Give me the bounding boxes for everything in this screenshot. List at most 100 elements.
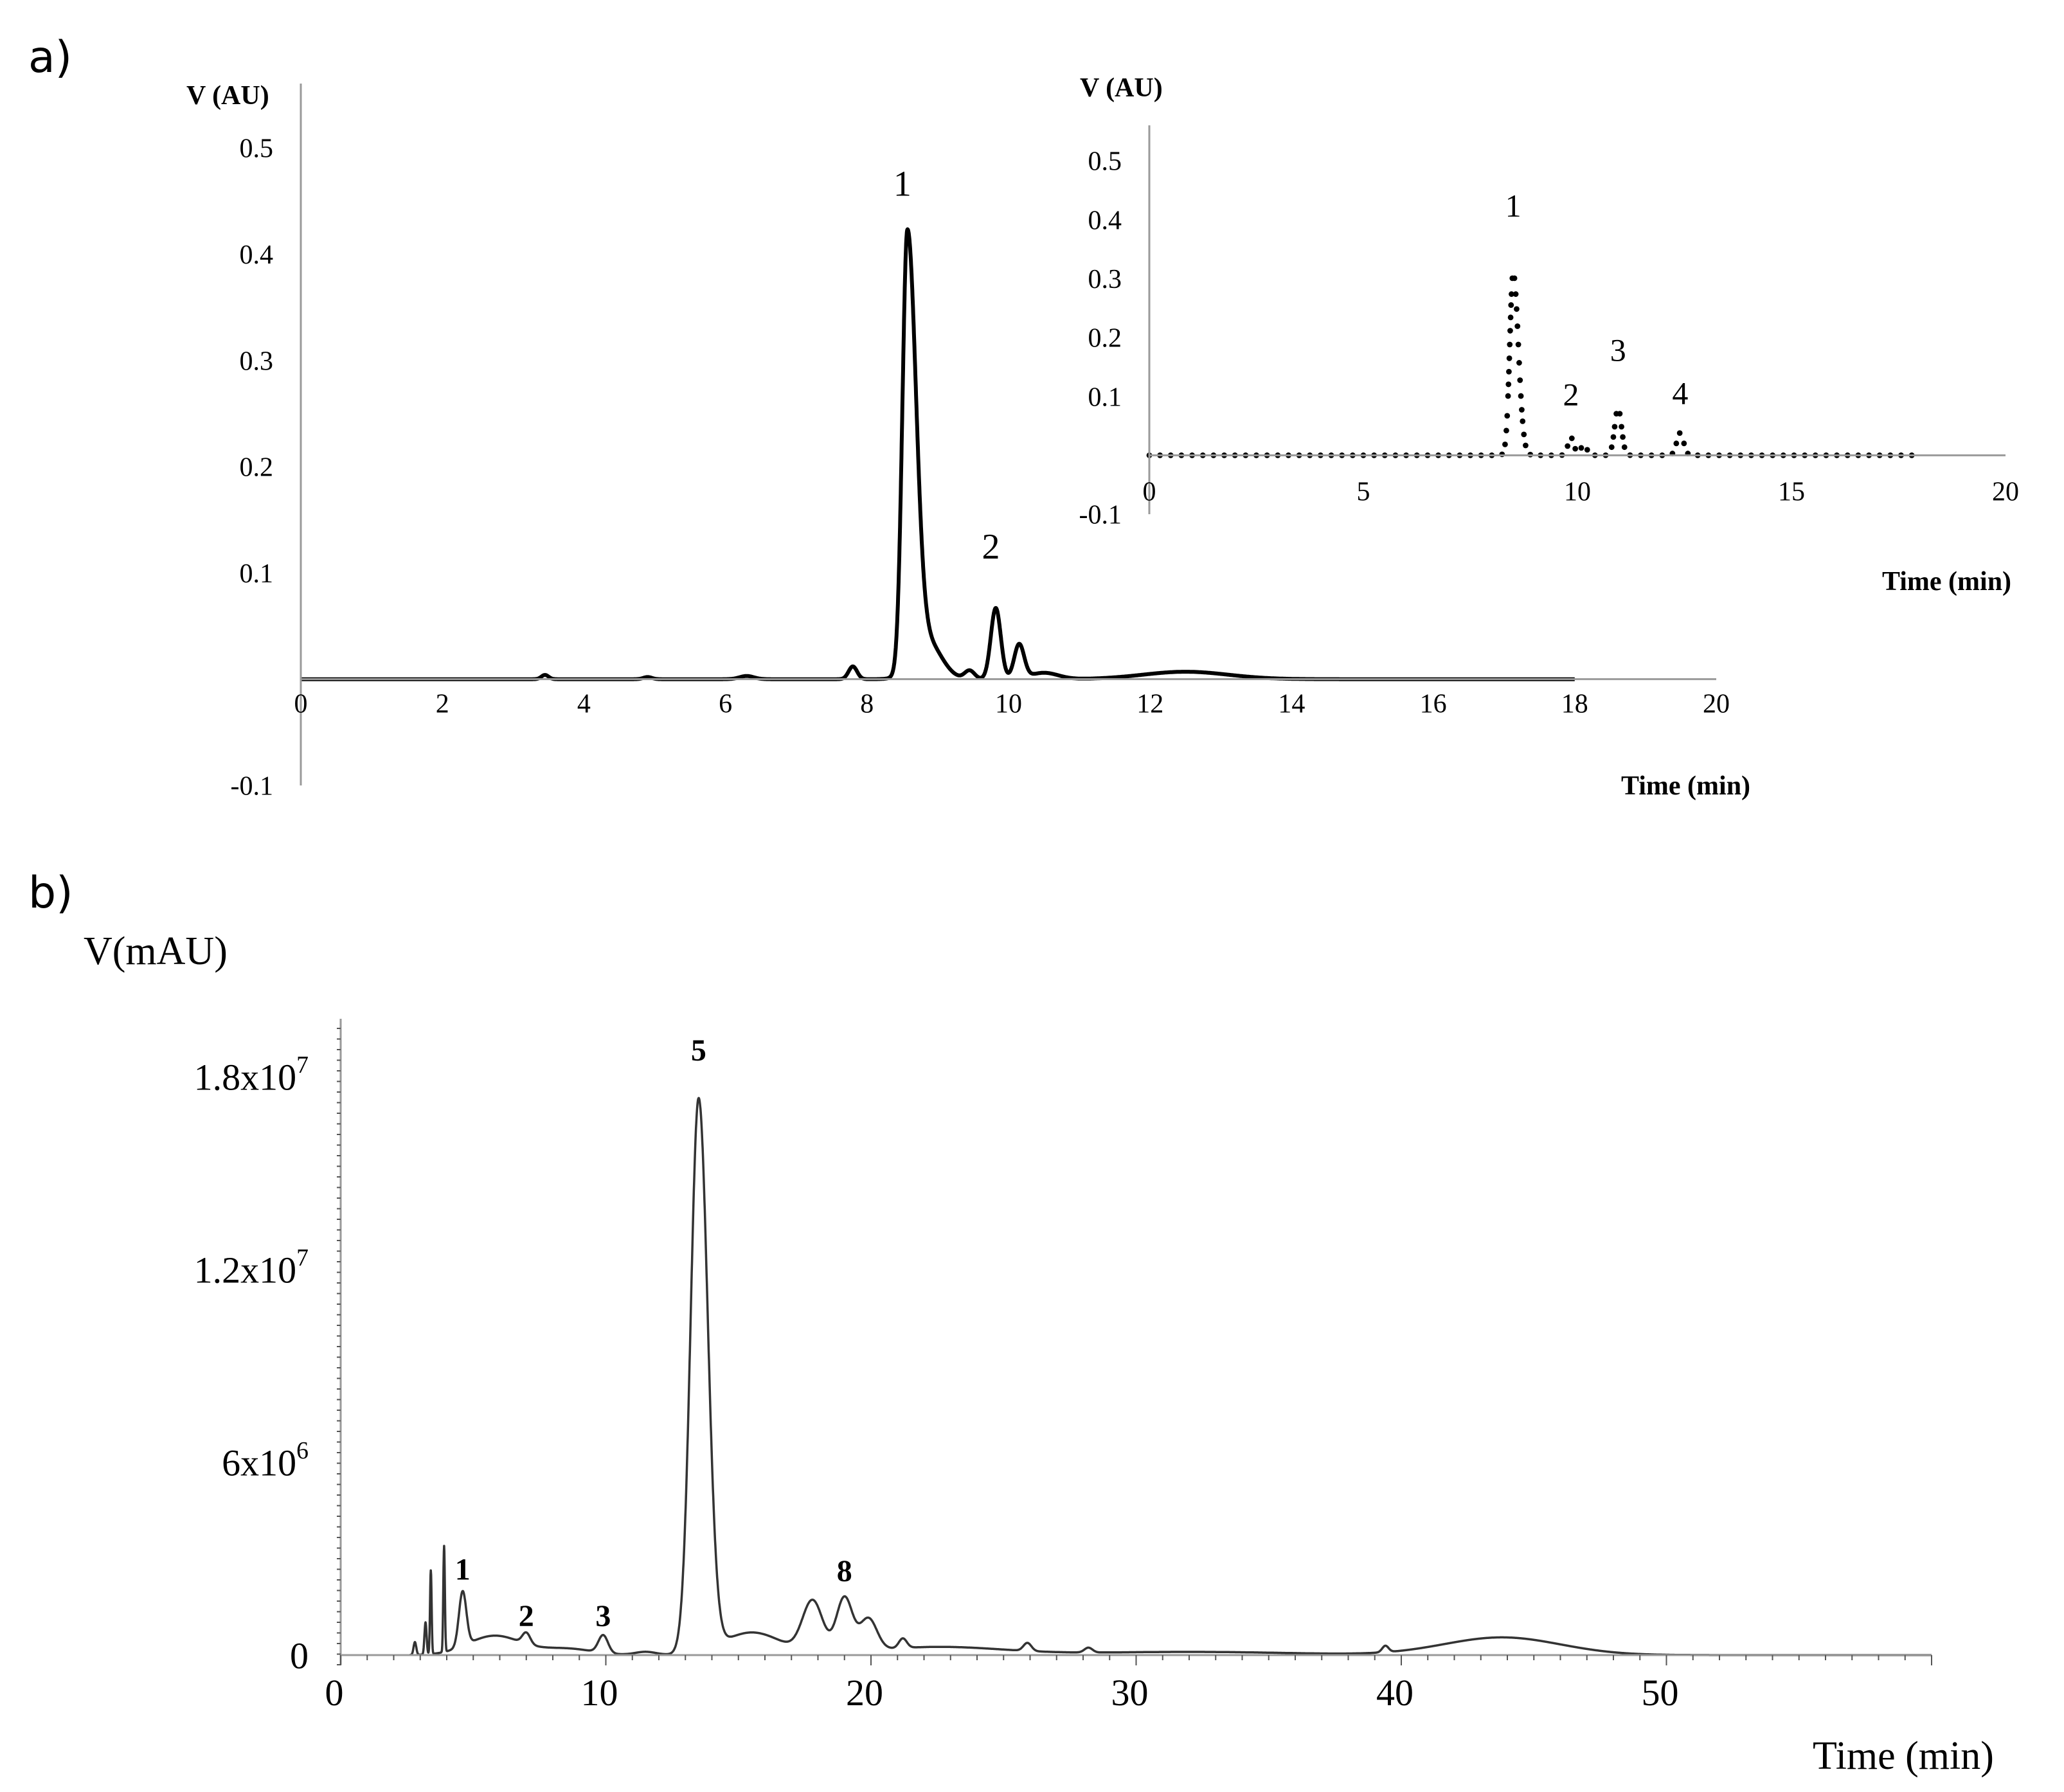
- chart-a-main-tick-labels: 0.50.40.30.20.1-0.10 2 4 6 8 10 12 14 16 18 20: [231, 134, 1730, 802]
- trace-dot: [1507, 341, 1513, 348]
- chart-a-main: 0.50.40.30.20.1-0.10 2 4 6 8 10 12 14 16 18 20 12 …: [186, 81, 1750, 802]
- axis-lines: [339, 1019, 1932, 1665]
- chart-a-main-x-axis-label: Time (min): [1621, 771, 1750, 801]
- trace-dot: [1517, 377, 1523, 383]
- trace-dot: [1508, 302, 1514, 308]
- y-tick-label: 0.1: [240, 559, 274, 589]
- chart-a-inset-y-axis-label: V (AU): [1080, 73, 1163, 103]
- trace-dot: [1505, 381, 1512, 388]
- x-tick-label: 20: [1703, 690, 1730, 719]
- y-tick-label: 0.2: [240, 453, 274, 483]
- y-tick-label: 0: [290, 1635, 309, 1676]
- y-tick-label: 0.3: [1088, 265, 1122, 294]
- trace-dot: [1507, 328, 1513, 334]
- peak-label: 8: [837, 1554, 852, 1588]
- x-tick-label: 6: [719, 690, 732, 719]
- trace-dot: [1514, 306, 1520, 312]
- trace-dot: [1511, 275, 1518, 282]
- y-tick-label: 0.5: [240, 134, 274, 164]
- trace-dot: [1521, 431, 1527, 438]
- x-tick-label: 30: [1111, 1672, 1149, 1714]
- x-tick-label: 18: [1561, 690, 1588, 719]
- x-tick-label: 16: [1420, 690, 1447, 719]
- peak-label: 1: [455, 1553, 471, 1587]
- chart-b-series: [408, 1097, 1933, 1656]
- trace-dot: [1512, 291, 1519, 297]
- chart-b: 1.8x107 1.2x107 6x106 00 10 20 30 40 50 1 2 3 5 8 V(…: [84, 929, 1994, 1778]
- trace-dot: [1568, 435, 1575, 442]
- x-tick-label: 20: [1992, 477, 2019, 506]
- chart-b-y-axis-label: V(mAU): [84, 929, 228, 973]
- trace-dot: [1505, 393, 1511, 399]
- peak-label: 3: [595, 1599, 611, 1633]
- trace-dot: [1503, 427, 1509, 434]
- trace-dot: [1509, 291, 1514, 297]
- y-tick-label: -0.1: [1079, 501, 1122, 530]
- trace-dot: [1621, 444, 1628, 451]
- trace-dot: [1515, 341, 1521, 348]
- trace-dot: [1504, 413, 1511, 419]
- axis-lines: [300, 84, 1716, 785]
- trace-dot: [1506, 368, 1512, 375]
- peak-label: 5: [691, 1034, 706, 1068]
- chart-a-inset-axes: [1148, 125, 2006, 514]
- axis-lines: [1148, 125, 2006, 514]
- trace-dot: [1514, 323, 1521, 329]
- chart-b-axes: [337, 1019, 1932, 1665]
- trace-dot: [1610, 434, 1617, 440]
- trace-dot: [1611, 424, 1618, 430]
- chart-a-main-peak-labels: 12: [893, 164, 1000, 567]
- x-tick-label: 50: [1642, 1672, 1679, 1714]
- y-tick-label: 1.8x107: [194, 1052, 309, 1098]
- peak-label: 4: [1672, 375, 1688, 411]
- trace-dot: [1578, 445, 1584, 451]
- x-tick-label: 12: [1136, 690, 1163, 719]
- series-dotted-trace: [1146, 275, 1915, 458]
- x-tick-label: 10: [1564, 477, 1591, 506]
- y-tick-label: 0.3: [240, 346, 274, 376]
- trace-dot: [1572, 445, 1579, 452]
- trace-dot: [1681, 440, 1687, 447]
- x-tick-label: 10: [581, 1672, 618, 1714]
- trace-dot: [1619, 424, 1624, 430]
- trace-dot: [1520, 418, 1526, 424]
- y-tick-label: 0.1: [1088, 382, 1122, 412]
- y-tick-label: 0.2: [1088, 324, 1122, 354]
- series-trace: [408, 1097, 1933, 1656]
- trace-dot: [1523, 442, 1529, 449]
- peak-label: 1: [893, 164, 911, 204]
- x-tick-label: 15: [1778, 477, 1805, 506]
- trace-dot: [1519, 407, 1525, 413]
- x-tick-label: 4: [577, 690, 591, 719]
- trace-dot: [1502, 442, 1508, 447]
- peak-label: 2: [982, 527, 1000, 567]
- chart-a-main-y-axis-label: V (AU): [186, 81, 269, 111]
- trace-dot: [1507, 314, 1514, 321]
- chart-a-inset-peak-labels: 1 23 4: [1505, 188, 1689, 412]
- peak-label: 3: [1610, 332, 1626, 368]
- trace-dot: [1565, 443, 1571, 449]
- y-tick-label: 6x106: [222, 1437, 309, 1483]
- peak-label: 1: [1505, 188, 1521, 224]
- x-tick-label: 20: [846, 1672, 883, 1714]
- chart-a-inset-tick-labels: 0.5 0.4 0.3 0.2 0.1 -0.1 0 5 10 15 20: [1079, 147, 2020, 530]
- trace-dot: [1506, 355, 1512, 361]
- peak-label: 2: [1563, 376, 1579, 412]
- chart-b-tick-labels: 1.8x107 1.2x107 6x106 00 10 20 30 40 50: [194, 1052, 1679, 1714]
- peak-label: 2: [519, 1599, 534, 1633]
- trace-dot: [1608, 444, 1615, 451]
- chart-a-inset-x-axis-label: Time (min): [1882, 567, 2011, 596]
- trace-dot: [1676, 430, 1683, 436]
- x-tick-label: 8: [860, 690, 874, 719]
- chart-b-x-axis-label: Time (min): [1813, 1734, 1994, 1778]
- trace-dot: [1620, 434, 1626, 440]
- y-tick-label: 0.5: [1088, 147, 1122, 177]
- x-tick-label: 2: [436, 690, 449, 719]
- y-tick-label: 1.2x107: [194, 1244, 309, 1291]
- y-tick-label: 0.4: [240, 240, 274, 270]
- x-tick-label: 0: [325, 1672, 344, 1714]
- x-tick-label: 10: [995, 690, 1022, 719]
- trace-dot: [1518, 393, 1524, 399]
